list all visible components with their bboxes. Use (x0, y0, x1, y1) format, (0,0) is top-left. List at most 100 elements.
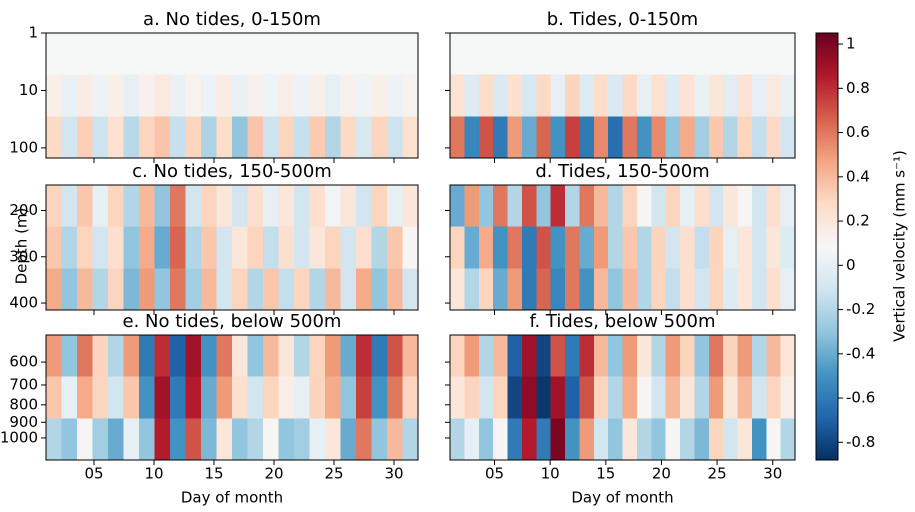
heatmap-cell (622, 116, 638, 159)
heatmap-cell (478, 418, 494, 461)
heatmap-cell (579, 418, 595, 461)
heatmap-cell (694, 335, 710, 378)
heatmap-cell (507, 226, 523, 269)
heatmap-cell (46, 116, 62, 159)
heatmap-cell (263, 116, 279, 159)
heatmap-cell (201, 376, 217, 419)
heatmap-cell (309, 116, 326, 159)
heatmap-cell (737, 335, 753, 378)
heatmap-cell (340, 226, 357, 269)
heatmap-cell (371, 376, 388, 419)
heatmap-cell (708, 418, 724, 461)
heatmap-cell (751, 226, 767, 269)
heatmap-cell (61, 376, 78, 419)
heatmap-cell (493, 335, 508, 378)
colorbar-label: Vertical velocity (mm s⁻¹) (891, 150, 909, 342)
heatmap-cell (247, 418, 264, 461)
heatmap-cell (294, 418, 310, 461)
heatmap-cell (340, 418, 357, 461)
heatmap-cell (450, 226, 465, 269)
heatmap-cell (536, 226, 552, 269)
heatmap-cell (325, 226, 341, 269)
heatmap-cell (278, 116, 295, 159)
panel-frame (45, 32, 419, 159)
heatmap-cell (680, 226, 695, 269)
colorbar-tick-label: -0.6 (846, 389, 875, 407)
heatmap-cell (340, 185, 357, 228)
panel-frame (449, 334, 796, 461)
heatmap-cell (665, 116, 681, 159)
heatmap-cell (450, 335, 465, 378)
heatmap-cell (170, 268, 186, 311)
heatmap-cell (356, 418, 372, 461)
heatmap-cell (536, 335, 552, 378)
heatmap-cell (232, 418, 248, 461)
colorbar-tick-label: 0.8 (846, 79, 870, 97)
heatmap-cell (325, 376, 341, 419)
x-tick-label: 20 (652, 465, 671, 483)
heatmap-cell (216, 33, 233, 76)
heatmap-cell (694, 74, 710, 117)
heatmap-cell (521, 185, 537, 228)
heatmap-cell (680, 335, 695, 378)
heatmap-cell (780, 33, 796, 76)
heatmap-cell (550, 185, 566, 228)
heatmap-cell (309, 335, 326, 378)
heatmap-cell (263, 418, 279, 461)
x-tick-label: 30 (384, 465, 403, 483)
y-tick-label: 1 (28, 24, 38, 42)
x-tick-label: 20 (264, 465, 283, 483)
heatmap-cell (139, 268, 155, 311)
heatmap-cell (123, 418, 140, 461)
heatmap-cell (651, 418, 667, 461)
heatmap-cell (309, 74, 326, 117)
heatmap-cell (723, 185, 738, 228)
heatmap-cell (108, 33, 124, 76)
heatmap-cell (565, 33, 580, 76)
heatmap-cell (579, 74, 595, 117)
heatmap-cell (77, 74, 93, 117)
heatmap-cell (278, 74, 295, 117)
heatmap-cell (247, 116, 264, 159)
heatmap-cell (536, 418, 552, 461)
heatmap-cell (766, 74, 782, 117)
heatmap-cell (201, 226, 217, 269)
heatmap-cell (579, 376, 595, 419)
heatmap-cell (170, 335, 186, 378)
heatmap-cell (387, 185, 403, 228)
heatmap-cell (46, 74, 62, 117)
heatmap-cell (123, 268, 140, 311)
heatmap-cell (325, 268, 341, 311)
heatmap-cell (723, 268, 738, 311)
heatmap-cell (636, 185, 652, 228)
heatmap-cell (278, 335, 295, 378)
heatmap-cell (608, 74, 623, 117)
heatmap-cell (154, 418, 171, 461)
heatmap-cell (708, 268, 724, 311)
heatmap-cell (737, 33, 753, 76)
heatmap-cell (216, 268, 233, 311)
heatmap-cell (247, 74, 264, 117)
heatmap-cell (247, 226, 264, 269)
heatmap-cell (536, 116, 552, 159)
heatmap-cell (478, 74, 494, 117)
heatmap-cell (185, 335, 202, 378)
heatmap-cell (737, 418, 753, 461)
heatmap-cell (550, 226, 566, 269)
heatmap-cell (565, 226, 580, 269)
heatmap-cell (139, 116, 155, 159)
heatmap-cell (694, 376, 710, 419)
colorbar (815, 32, 839, 461)
heatmap-cell (263, 226, 279, 269)
heatmap-cell (216, 226, 233, 269)
heatmap-cell (232, 226, 248, 269)
heatmap-cell (77, 185, 93, 228)
heatmap-cell (108, 74, 124, 117)
heatmap-cell (170, 418, 186, 461)
heatmap-cell (216, 376, 233, 419)
heatmap-cell (450, 185, 465, 228)
heatmap-cell (154, 376, 171, 419)
heatmap-cell (123, 335, 140, 378)
heatmap-cell (61, 33, 78, 76)
heatmap-cell (154, 335, 171, 378)
